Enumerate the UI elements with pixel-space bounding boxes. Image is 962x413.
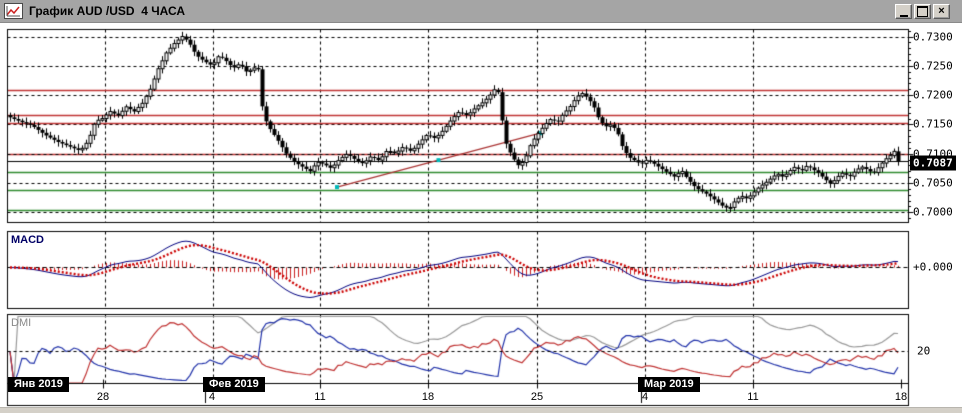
title-bar[interactable]: График AUD /USD 4 ЧАСА × (0, 0, 962, 23)
price-axis-label: 0.7250 (913, 59, 953, 73)
current-price-badge: 0.7087 (910, 155, 956, 171)
time-axis-label: 18 (894, 391, 908, 403)
time-axis-label: 25 (530, 391, 544, 403)
close-button[interactable]: × (933, 4, 950, 19)
time-axis-label: 28 (96, 391, 110, 403)
price-axis-label: 0.7000 (913, 205, 953, 219)
macd-zero-label: +0.000 (913, 260, 953, 274)
time-axis-label: 4 (641, 391, 649, 403)
maximize-button[interactable] (914, 4, 931, 19)
macd-pane-label: MACD (11, 234, 44, 246)
dmi-level-label: 20 (917, 344, 931, 358)
minimize-button[interactable] (895, 4, 912, 19)
price-axis-label: 0.7050 (913, 176, 953, 190)
close-icon: × (938, 4, 945, 17)
month-label: Мар 2019 (638, 377, 700, 392)
minimize-icon (899, 14, 908, 17)
time-axis-label: 18 (421, 391, 435, 403)
dmi-pane-label: DMI (11, 317, 32, 329)
price-axis-label: 0.7200 (913, 88, 953, 102)
time-axis-label: 4 (208, 391, 216, 403)
window-controls: × (895, 4, 950, 19)
time-axis-label: 11 (314, 391, 326, 403)
month-label: Янв 2019 (8, 377, 69, 392)
price-axis-label: 0.7300 (913, 30, 953, 44)
time-axis-label: 11 (747, 391, 759, 403)
price-axis-label: 0.7150 (913, 117, 953, 131)
month-label: Фев 2019 (203, 377, 265, 392)
window-title: График AUD /USD 4 ЧАСА (29, 4, 186, 18)
maximize-icon (917, 6, 928, 17)
chart-icon (4, 3, 23, 19)
